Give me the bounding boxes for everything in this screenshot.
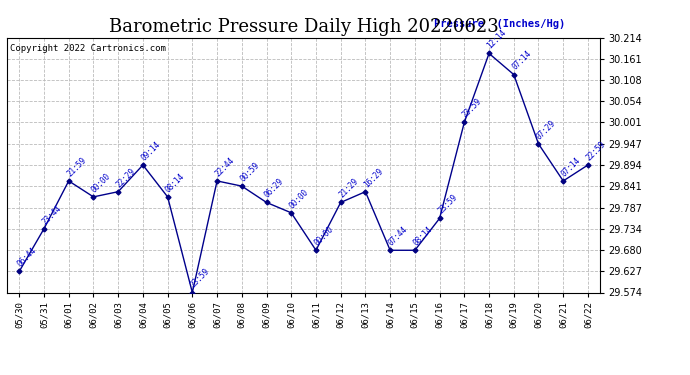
Text: 23:59: 23:59 <box>436 193 459 216</box>
Title: Barometric Pressure Daily High 20220623: Barometric Pressure Daily High 20220623 <box>109 18 498 36</box>
Text: 07:14: 07:14 <box>510 49 533 72</box>
Text: 22:44: 22:44 <box>213 156 236 178</box>
Text: 23:59: 23:59 <box>461 97 484 120</box>
Text: 23:59: 23:59 <box>189 267 211 290</box>
Text: 00:00: 00:00 <box>90 171 112 194</box>
Text: 21:59: 21:59 <box>65 156 88 178</box>
Text: 12:14: 12:14 <box>486 28 508 51</box>
Text: 09:14: 09:14 <box>139 140 162 162</box>
Text: 00:00: 00:00 <box>288 188 310 210</box>
Text: 08:14: 08:14 <box>411 225 434 248</box>
Text: Pressure  (Inches/Hg): Pressure (Inches/Hg) <box>434 19 565 28</box>
Text: Copyright 2022 Cartronics.com: Copyright 2022 Cartronics.com <box>10 44 166 53</box>
Text: 23:44: 23:44 <box>41 203 63 226</box>
Text: 21:29: 21:29 <box>337 177 359 200</box>
Text: 06:29: 06:29 <box>263 177 286 200</box>
Text: 07:14: 07:14 <box>560 156 582 178</box>
Text: 22:29: 22:29 <box>115 166 137 189</box>
Text: 06:44: 06:44 <box>16 246 39 268</box>
Text: 22:59: 22:59 <box>584 140 607 162</box>
Text: 00:59: 00:59 <box>238 160 261 183</box>
Text: 08:14: 08:14 <box>164 171 187 194</box>
Text: 00:00: 00:00 <box>313 225 335 248</box>
Text: 07:29: 07:29 <box>535 118 558 141</box>
Text: 16:29: 16:29 <box>362 166 384 189</box>
Text: 07:44: 07:44 <box>386 225 409 248</box>
